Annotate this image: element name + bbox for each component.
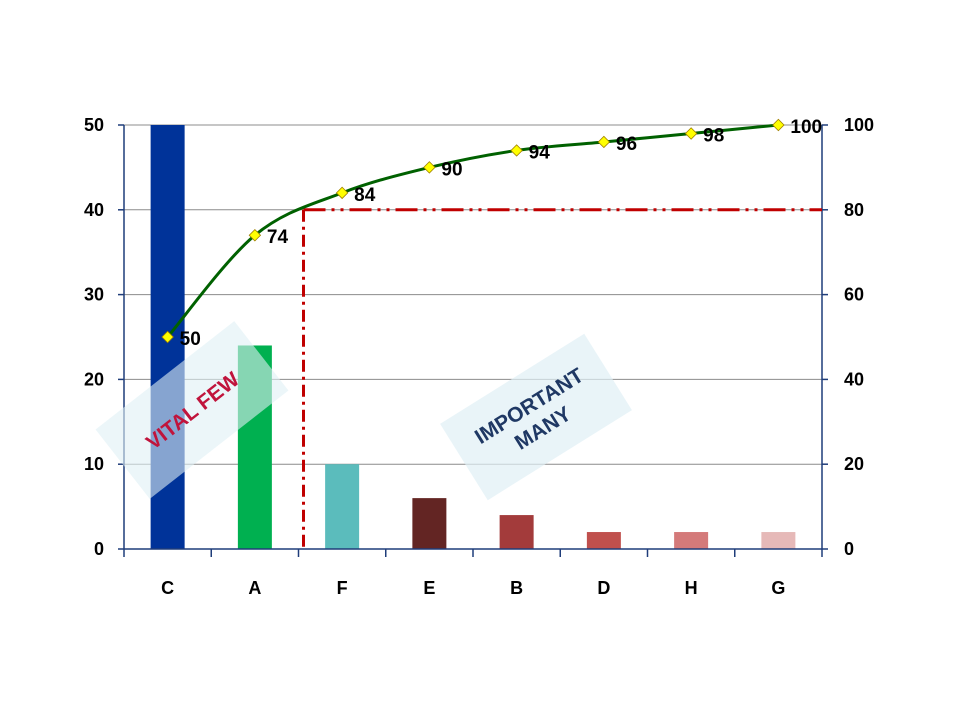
category-label: A bbox=[248, 578, 261, 598]
vital-few-band bbox=[95, 321, 289, 499]
important-many-annotation: IMPORTANT MANY bbox=[440, 333, 632, 501]
cumulative-data-label: 100 bbox=[790, 117, 822, 138]
cumulative-data-label: 84 bbox=[354, 185, 376, 206]
bar bbox=[325, 464, 360, 549]
left-tick-label: 30 bbox=[84, 285, 104, 305]
axes bbox=[118, 124, 828, 557]
cumulative-line: 50 74 84 90 94 96 98 100 bbox=[161, 117, 822, 350]
left-tick-label: 50 bbox=[84, 115, 104, 135]
left-tick-label: 40 bbox=[84, 200, 104, 220]
bars bbox=[150, 125, 796, 549]
category-label: G bbox=[771, 578, 785, 598]
bar bbox=[499, 515, 534, 549]
cumulative-point bbox=[597, 135, 611, 149]
cumulative-point bbox=[161, 330, 174, 344]
category-label: H bbox=[685, 578, 698, 598]
cumulative-data-label: 90 bbox=[441, 159, 462, 180]
bar bbox=[412, 498, 447, 549]
cumulative-data-label: 94 bbox=[529, 142, 551, 163]
cumulative-line-path bbox=[166, 123, 779, 338]
cumulative-point bbox=[423, 161, 436, 174]
right-tick-label: 0 bbox=[844, 539, 854, 559]
category-label: E bbox=[423, 578, 435, 598]
right-tick-label: 20 bbox=[844, 454, 864, 474]
cumulative-point bbox=[772, 118, 785, 132]
tick-labels: 0 10 20 30 40 50 0 20 40 60 80 100 C A F E B D H G bbox=[84, 115, 874, 598]
cumulative-point bbox=[684, 127, 698, 140]
category-label: F bbox=[337, 578, 348, 598]
vital-few-annotation: VITAL FEW bbox=[95, 321, 289, 499]
category-label: B bbox=[510, 578, 523, 598]
category-label: D bbox=[597, 578, 610, 598]
cumulative-data-label: 50 bbox=[180, 329, 201, 350]
left-tick-label: 0 bbox=[94, 539, 104, 559]
right-tick-label: 40 bbox=[844, 369, 864, 389]
cumulative-data-label: 96 bbox=[616, 134, 637, 155]
cumulative-data-label: 98 bbox=[703, 125, 724, 146]
left-tick-label: 20 bbox=[84, 369, 104, 389]
right-tick-label: 100 bbox=[844, 115, 874, 135]
right-tick-label: 80 bbox=[844, 200, 864, 220]
cumulative-point bbox=[335, 186, 349, 200]
bar bbox=[674, 532, 709, 549]
bar bbox=[761, 532, 796, 549]
left-tick-label: 10 bbox=[84, 454, 104, 474]
threshold-lines bbox=[302, 208, 822, 549]
category-label: C bbox=[161, 578, 174, 598]
annotation-bands: VITAL FEW IMPORTANT MANY bbox=[95, 321, 632, 501]
right-tick-label: 60 bbox=[844, 285, 864, 305]
bar bbox=[586, 532, 621, 549]
cumulative-point bbox=[248, 229, 262, 242]
cumulative-point bbox=[510, 144, 523, 157]
cumulative-data-label: 74 bbox=[267, 227, 289, 248]
important-many-band bbox=[440, 333, 632, 501]
